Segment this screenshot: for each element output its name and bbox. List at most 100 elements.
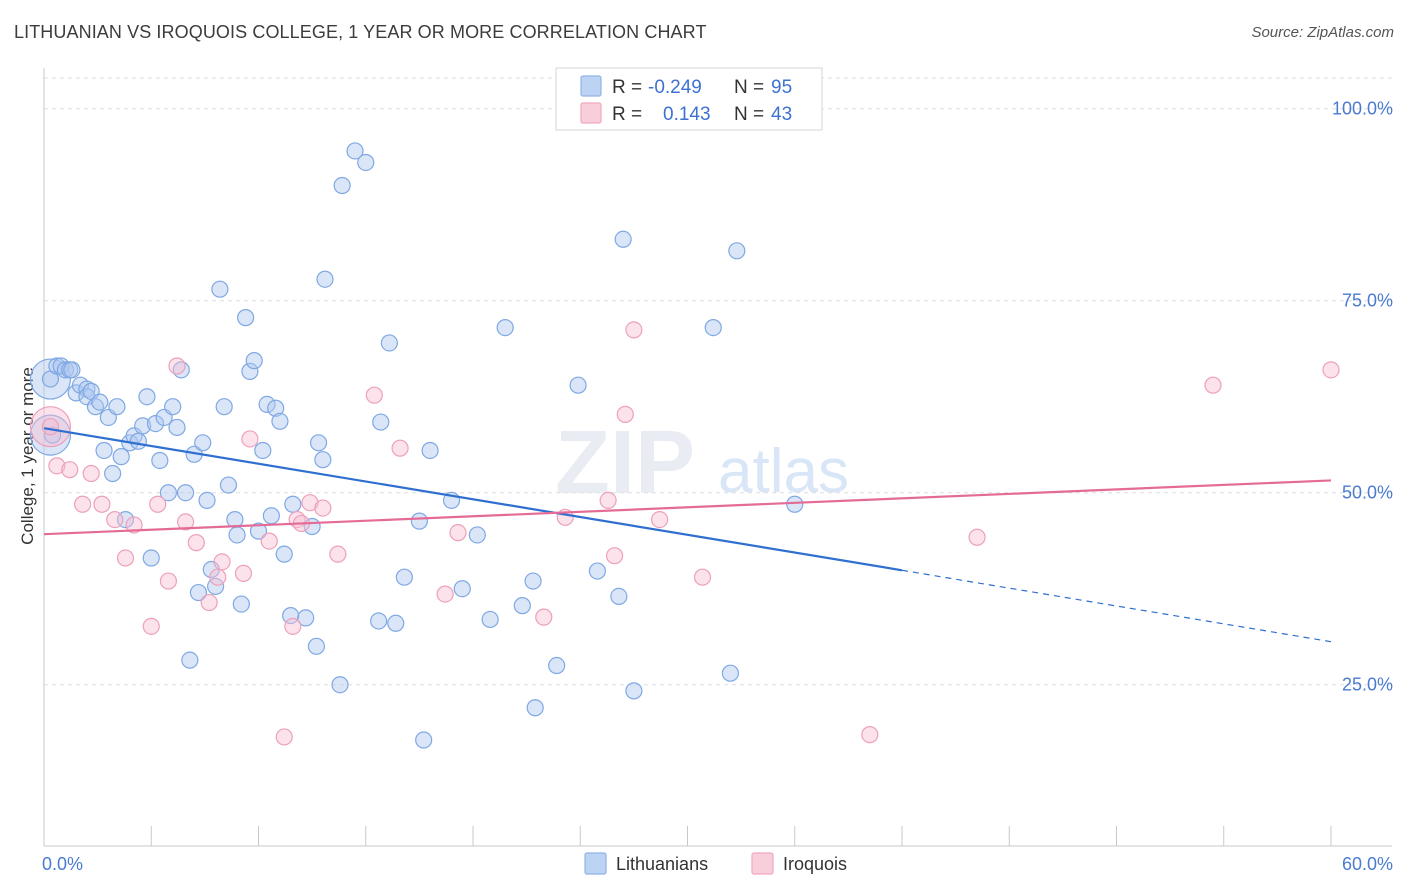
iroquois-point bbox=[213, 553, 231, 571]
y-tick-label: 100.0% bbox=[1332, 99, 1393, 119]
lithuanian-point bbox=[610, 587, 628, 606]
lithuanian-point bbox=[513, 597, 531, 615]
x-tick-labels: 0.0% 60.0% bbox=[42, 854, 1393, 874]
iroquois-point bbox=[1204, 376, 1222, 394]
iroquois-point bbox=[149, 495, 167, 513]
iroquois-point bbox=[284, 617, 302, 635]
iroquois-point bbox=[861, 726, 879, 744]
lithuanian-point bbox=[198, 491, 216, 509]
stats-legend: R = -0.249 N = 95 R = 0.143 N = 43 bbox=[555, 67, 823, 131]
iroquois-point bbox=[142, 617, 160, 635]
y-tick-label: 25.0% bbox=[1342, 675, 1393, 695]
lithuanian-point-large bbox=[29, 358, 72, 400]
iroquois-point bbox=[241, 430, 259, 448]
iroquois-point bbox=[616, 405, 634, 423]
lithuanian-point bbox=[232, 595, 250, 613]
lithuanian-point bbox=[241, 362, 259, 380]
lithuanian-point bbox=[314, 451, 332, 469]
lithuanian-point bbox=[245, 352, 263, 370]
iroquois-point bbox=[125, 516, 143, 534]
x-ticks bbox=[43, 826, 1332, 846]
iroquois-point bbox=[234, 564, 253, 582]
iroquois-point bbox=[176, 513, 195, 531]
iroquois-point-large bbox=[29, 406, 72, 448]
lithuanian-point bbox=[271, 412, 289, 430]
gridlines bbox=[44, 77, 1392, 686]
iroquois-point bbox=[625, 321, 643, 339]
lithuanian-point bbox=[309, 434, 328, 452]
lithuanian-point bbox=[569, 376, 587, 394]
iroquois-point bbox=[168, 357, 186, 375]
lithuanian-point bbox=[721, 664, 740, 682]
lithuanian-point bbox=[104, 464, 122, 483]
iroquois-point bbox=[93, 495, 111, 513]
lithuanian-point bbox=[415, 731, 433, 749]
lithuanian-point bbox=[267, 399, 285, 417]
lithuanian-point bbox=[307, 637, 326, 655]
lithuanian-point bbox=[138, 388, 156, 406]
iroquois-point bbox=[599, 491, 617, 509]
lithuanian-point bbox=[357, 153, 375, 172]
legend-n-value-1: 95 bbox=[771, 77, 792, 98]
iroquois-point bbox=[535, 608, 553, 626]
y-axis-title: College, 1 year or more bbox=[18, 367, 37, 545]
lithuanian-point bbox=[91, 393, 109, 411]
lithuanian-point bbox=[215, 398, 233, 416]
iroquois-point bbox=[693, 568, 712, 586]
source-label: Source: ZipAtlas.com bbox=[1251, 24, 1394, 41]
lithuanian-point bbox=[249, 522, 268, 540]
lithuanians-points bbox=[29, 142, 804, 749]
lithuanian-point bbox=[181, 651, 199, 669]
legend-swatch-lithuanians bbox=[580, 75, 602, 97]
lithuanian-point bbox=[410, 512, 428, 530]
y-tick-label: 50.0% bbox=[1342, 483, 1393, 503]
lithuanian-point bbox=[387, 614, 405, 632]
lithuanian-point bbox=[262, 507, 280, 525]
lithuanian-point bbox=[297, 609, 315, 627]
lithuanian-point bbox=[189, 583, 208, 602]
watermark-zip: ZIP bbox=[555, 413, 695, 513]
iroquois-point bbox=[449, 524, 467, 542]
iroquois-point bbox=[41, 418, 60, 436]
iroquois-point bbox=[187, 534, 205, 552]
series-legend-iroquois: Iroquois bbox=[783, 854, 847, 874]
lithuanian-point bbox=[282, 606, 300, 625]
legend-n-label-2: N = bbox=[734, 104, 764, 125]
iroquois-point bbox=[391, 439, 409, 457]
lithuanian-point bbox=[63, 361, 81, 379]
lithuanian-point bbox=[168, 418, 186, 437]
series-legend-lithuanians: Lithuanians bbox=[616, 854, 708, 874]
iroquois-point bbox=[329, 545, 347, 563]
lithuanian-point bbox=[588, 562, 607, 580]
lithuanian-point bbox=[316, 270, 334, 288]
iroquois-point bbox=[82, 464, 100, 483]
iroquois-point bbox=[968, 528, 986, 546]
series-legend-swatch-lithuanians bbox=[584, 852, 607, 875]
lithuanian-point bbox=[237, 309, 255, 327]
lithuanian-point bbox=[526, 699, 544, 717]
x-tick-label: 0.0% bbox=[42, 854, 83, 874]
lithuanian-point bbox=[496, 319, 514, 337]
legend-swatch-iroquois bbox=[580, 102, 602, 124]
iroquois-point bbox=[651, 510, 669, 529]
lithuanian-point bbox=[129, 432, 147, 450]
iroquois-point bbox=[605, 547, 624, 565]
legend-n-value-2: 43 bbox=[771, 104, 792, 125]
legend-r-label-1: R = bbox=[612, 77, 642, 98]
watermark-atlas: atlas bbox=[718, 437, 849, 506]
lithuanian-point bbox=[333, 176, 351, 195]
series-legend-swatch-iroquois bbox=[751, 852, 774, 875]
y-tick-labels: 100.0% 75.0% 50.0% 25.0% bbox=[1332, 99, 1393, 695]
lithuanian-point bbox=[146, 415, 165, 433]
legend-r-value-2: 0.143 bbox=[663, 104, 711, 125]
iroquois-point bbox=[200, 593, 218, 612]
lithuanian-point bbox=[481, 610, 499, 629]
iroquois-point bbox=[48, 457, 66, 475]
lithuanian-point bbox=[524, 572, 542, 590]
iroquois-trend-line bbox=[43, 479, 1332, 536]
iroquois-point bbox=[116, 549, 135, 567]
lithuanian-point bbox=[786, 495, 804, 513]
lithuanian-point bbox=[728, 242, 746, 260]
lithuanian-point bbox=[704, 319, 722, 337]
lithuanian-point bbox=[228, 526, 246, 544]
